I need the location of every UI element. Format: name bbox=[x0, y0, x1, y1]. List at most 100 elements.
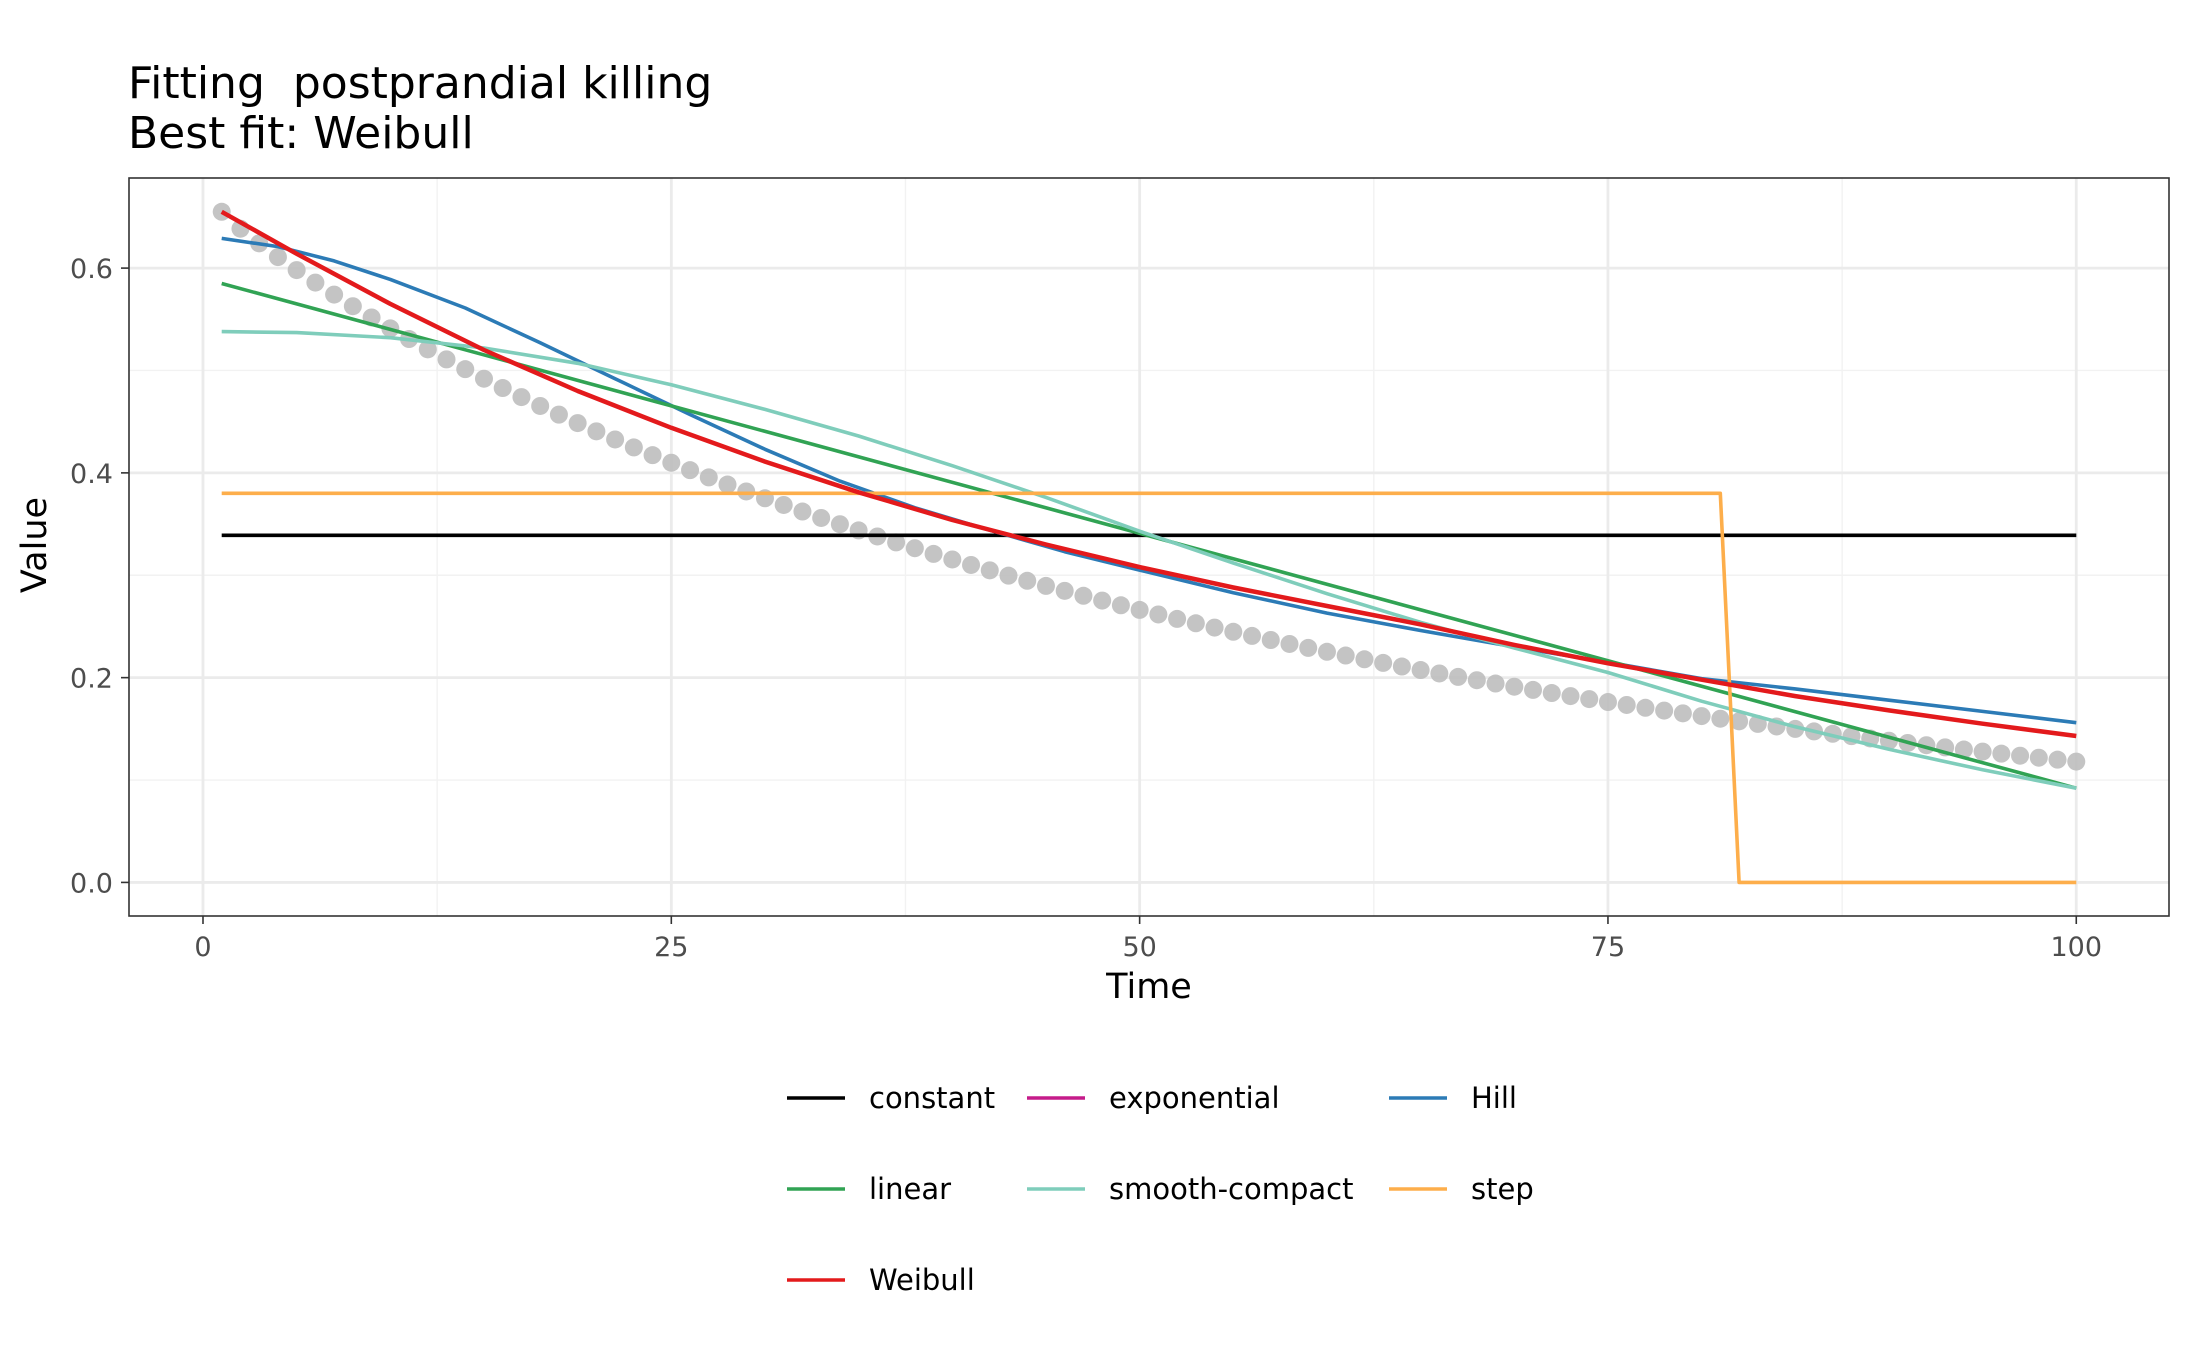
legend-item-constant: constant bbox=[787, 1081, 995, 1115]
observed-point bbox=[2067, 752, 2086, 771]
observed-point bbox=[793, 502, 812, 521]
y-tick-label: 0.4 bbox=[70, 459, 113, 490]
series-line-smooth-compact bbox=[221, 329, 2077, 790]
observed-point bbox=[1692, 707, 1711, 726]
observed-point bbox=[1411, 661, 1430, 680]
legend-label: linear bbox=[869, 1172, 951, 1206]
observed-point bbox=[980, 561, 999, 580]
observed-point bbox=[718, 475, 737, 494]
y-tick-label: 0.0 bbox=[70, 868, 113, 899]
legend-label: step bbox=[1471, 1172, 1534, 1206]
observed-point bbox=[2048, 750, 2067, 769]
legend-item-step: step bbox=[1389, 1172, 1534, 1206]
legend-label: constant bbox=[869, 1081, 995, 1115]
observed-point bbox=[924, 544, 943, 563]
legend: constant exponential Hill linear smooth-comp… bbox=[787, 1081, 1534, 1297]
observed-point bbox=[943, 550, 962, 569]
observed-point bbox=[2011, 746, 2030, 765]
observed-point bbox=[306, 273, 325, 292]
observed-point bbox=[1055, 581, 1074, 600]
legend-label: Hill bbox=[1471, 1081, 1517, 1115]
observed-point bbox=[568, 414, 587, 433]
legend-item-weibull: Weibull bbox=[787, 1263, 975, 1297]
panel-frame bbox=[128, 177, 2170, 917]
observed-point bbox=[587, 422, 606, 441]
observed-point bbox=[1598, 693, 1617, 712]
legend-item-exponential: exponential bbox=[1027, 1081, 1280, 1115]
observed-point bbox=[699, 468, 718, 487]
observed-point bbox=[1430, 664, 1449, 683]
observed-point bbox=[887, 533, 906, 552]
observed-point bbox=[1954, 740, 1973, 759]
legend-item-smooth-compact: smooth-compact bbox=[1027, 1172, 1354, 1206]
observed-point bbox=[662, 453, 681, 472]
observed-point bbox=[1580, 690, 1599, 709]
observed-point bbox=[437, 350, 456, 369]
observed-point bbox=[1992, 744, 2011, 763]
observed-point bbox=[1036, 576, 1055, 595]
observed-point bbox=[456, 360, 475, 379]
observed-point bbox=[1673, 704, 1692, 723]
observed-point bbox=[1973, 742, 1992, 761]
observed-point bbox=[1636, 698, 1655, 717]
observed-point bbox=[1261, 630, 1280, 649]
y-axis-label: Value bbox=[15, 497, 55, 593]
series-lines bbox=[220, 209, 2077, 885]
observed-point bbox=[737, 482, 756, 501]
observed-point bbox=[549, 405, 568, 424]
legend-label: smooth-compact bbox=[1109, 1172, 1354, 1206]
x-tick-label: 50 bbox=[1122, 932, 1156, 963]
observed-point bbox=[643, 446, 662, 465]
observed-point bbox=[1561, 687, 1580, 706]
observed-point bbox=[1505, 677, 1524, 696]
chart-subtitle: Best fit: Weibull bbox=[128, 108, 474, 159]
observed-point bbox=[512, 388, 531, 407]
observed-point bbox=[1449, 667, 1468, 686]
chart-title: Fitting postprandial killing bbox=[128, 58, 712, 109]
observed-point bbox=[905, 539, 924, 558]
y-tick-label: 0.2 bbox=[70, 664, 113, 695]
observed-point bbox=[1018, 571, 1037, 590]
observed-point bbox=[474, 369, 493, 388]
observed-point bbox=[1130, 600, 1149, 619]
observed-point bbox=[1542, 684, 1561, 703]
panel-border bbox=[128, 177, 2170, 917]
observed-point bbox=[531, 396, 550, 415]
x-tick-label: 100 bbox=[2050, 932, 2102, 963]
observed-point bbox=[1111, 596, 1130, 615]
x-axis: 0 25 50 75 100 bbox=[194, 916, 2102, 963]
observed-point bbox=[1168, 609, 1187, 628]
y-tick-label: 0.6 bbox=[70, 254, 113, 285]
legend-label: Weibull bbox=[869, 1263, 975, 1297]
observed-point bbox=[2029, 748, 2048, 767]
observed-point bbox=[1243, 626, 1262, 645]
observed-point bbox=[1299, 638, 1318, 657]
observed-point bbox=[343, 297, 362, 316]
observed-point bbox=[325, 285, 344, 304]
observed-point bbox=[1186, 614, 1205, 633]
observed-point bbox=[1392, 657, 1411, 676]
legend-label: exponential bbox=[1109, 1081, 1280, 1115]
observed-point bbox=[1205, 618, 1224, 637]
legend-item-linear: linear bbox=[787, 1172, 951, 1206]
observed-point bbox=[1149, 605, 1168, 624]
plot-panel bbox=[129, 178, 2169, 916]
observed-point bbox=[1617, 695, 1636, 714]
observed-point bbox=[1280, 634, 1299, 653]
observed-point bbox=[812, 508, 831, 527]
observed-point bbox=[268, 248, 287, 267]
series-line-weibull bbox=[220, 209, 2077, 739]
observed-point bbox=[1524, 680, 1543, 699]
observed-point bbox=[1486, 674, 1505, 693]
observed-point bbox=[1711, 709, 1730, 728]
observed-point bbox=[681, 461, 700, 480]
observed-point bbox=[962, 555, 981, 574]
x-tick-label: 25 bbox=[654, 932, 688, 963]
observed-point bbox=[1093, 591, 1112, 610]
x-axis-label: Time bbox=[1105, 967, 1192, 1007]
observed-point bbox=[606, 430, 625, 449]
observed-point bbox=[1374, 653, 1393, 672]
observed-point bbox=[830, 515, 849, 534]
panel-background bbox=[129, 178, 2169, 916]
